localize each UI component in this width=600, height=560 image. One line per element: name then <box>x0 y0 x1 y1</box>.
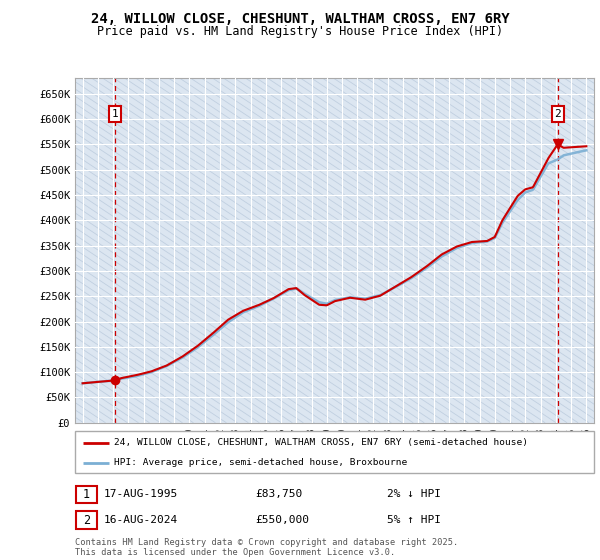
Bar <box>76 511 97 529</box>
Text: 24, WILLOW CLOSE, CHESHUNT, WALTHAM CROSS, EN7 6RY: 24, WILLOW CLOSE, CHESHUNT, WALTHAM CROS… <box>91 12 509 26</box>
Bar <box>76 486 97 503</box>
Text: 2: 2 <box>554 109 561 119</box>
Text: 1: 1 <box>83 488 90 501</box>
Text: Price paid vs. HM Land Registry's House Price Index (HPI): Price paid vs. HM Land Registry's House … <box>97 25 503 38</box>
Text: £83,750: £83,750 <box>255 489 302 500</box>
Text: 24, WILLOW CLOSE, CHESHUNT, WALTHAM CROSS, EN7 6RY (semi-detached house): 24, WILLOW CLOSE, CHESHUNT, WALTHAM CROS… <box>114 438 528 447</box>
Text: 2% ↓ HPI: 2% ↓ HPI <box>387 489 441 500</box>
Text: 2: 2 <box>83 514 90 527</box>
Text: 5% ↑ HPI: 5% ↑ HPI <box>387 515 441 525</box>
Text: £550,000: £550,000 <box>255 515 309 525</box>
Text: 17-AUG-1995: 17-AUG-1995 <box>104 489 178 500</box>
Text: HPI: Average price, semi-detached house, Broxbourne: HPI: Average price, semi-detached house,… <box>114 458 407 467</box>
Text: 1: 1 <box>112 109 118 119</box>
Text: Contains HM Land Registry data © Crown copyright and database right 2025.
This d: Contains HM Land Registry data © Crown c… <box>75 538 458 557</box>
Text: 16-AUG-2024: 16-AUG-2024 <box>104 515 178 525</box>
